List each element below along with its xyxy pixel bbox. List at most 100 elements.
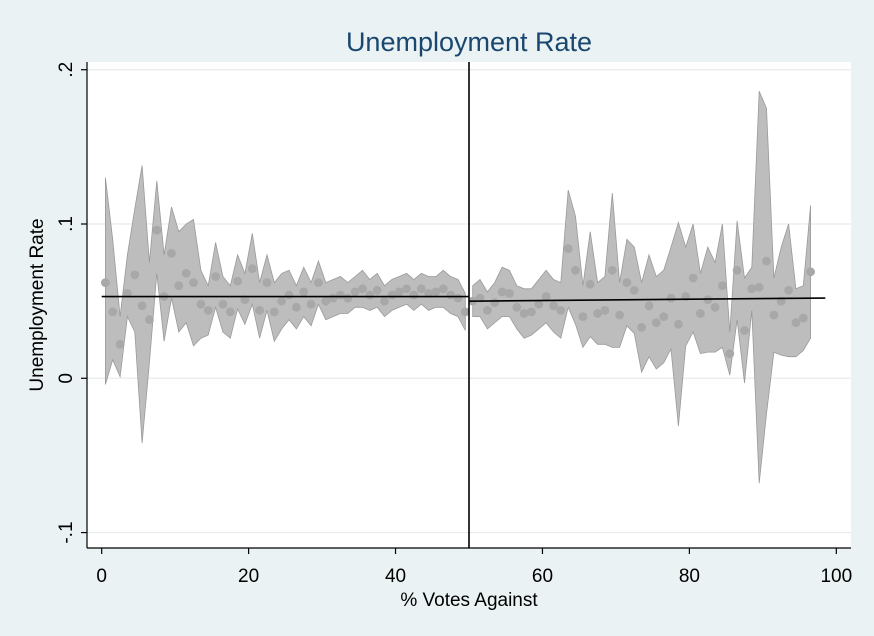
data-point-13 (196, 299, 206, 309)
y-axis-label: Unemployment Rate (27, 218, 48, 391)
data-point-88 (747, 284, 757, 294)
data-point-62 (556, 306, 566, 315)
data-point-65 (578, 312, 588, 321)
data-point-44 (424, 289, 433, 298)
data-point-71 (622, 278, 632, 287)
data-point-6 (145, 315, 154, 325)
data-point-53 (490, 298, 500, 308)
data-point-33 (343, 293, 353, 303)
data-point-91 (769, 310, 779, 320)
data-point-38 (380, 296, 389, 306)
data-point-84 (718, 281, 727, 291)
data-point-78 (674, 319, 683, 329)
x-tick-label-4: 80 (679, 566, 700, 587)
data-point-89 (754, 282, 764, 292)
data-point-26 (292, 302, 301, 312)
data-point-36 (365, 290, 375, 300)
y-tick-label-2: .1 (56, 216, 77, 232)
data-point-80 (688, 273, 698, 283)
data-point-64 (571, 265, 580, 275)
data-point-5 (137, 301, 147, 311)
data-point-56 (512, 302, 522, 312)
data-point-95 (798, 313, 808, 323)
data-point-10 (174, 281, 184, 291)
confidence-bands (105, 91, 811, 484)
data-point-16 (218, 299, 228, 309)
data-point-12 (189, 278, 198, 287)
x-tick-label-1: 20 (238, 566, 259, 587)
y-tick-label-3: .2 (56, 62, 77, 78)
data-point-70 (615, 310, 624, 320)
data-point-25 (284, 290, 294, 300)
data-point-3 (123, 289, 132, 298)
data-point-81 (696, 309, 705, 318)
data-points (101, 225, 815, 358)
data-point-45 (431, 287, 441, 297)
fit-lines (101, 295, 826, 302)
data-point-19 (240, 295, 250, 304)
data-point-42 (409, 290, 419, 300)
fit-line-right (468, 297, 826, 302)
data-point-4 (130, 270, 140, 280)
data-point-29 (314, 278, 323, 287)
data-point-2 (115, 339, 125, 349)
data-point-52 (483, 306, 492, 315)
data-point-63 (563, 244, 573, 254)
data-point-74 (644, 301, 654, 311)
data-point-55 (505, 289, 514, 298)
data-point-48 (453, 293, 463, 303)
data-point-17 (225, 307, 235, 317)
data-point-57 (519, 309, 529, 318)
confidence-band-left (105, 165, 466, 444)
x-tick-label-0: 0 (96, 566, 107, 587)
data-point-34 (350, 287, 360, 297)
data-point-0 (101, 278, 110, 287)
data-point-94 (791, 318, 801, 328)
data-point-21 (255, 306, 264, 315)
data-point-49 (460, 307, 470, 317)
data-point-60 (541, 292, 551, 301)
data-point-67 (593, 309, 602, 318)
data-point-46 (438, 284, 448, 294)
data-point-90 (762, 256, 771, 266)
data-point-85 (725, 349, 735, 358)
data-point-22 (262, 278, 272, 287)
data-point-66 (585, 279, 595, 289)
data-point-54 (497, 287, 507, 297)
data-point-35 (358, 284, 367, 294)
data-point-58 (527, 307, 536, 317)
data-point-23 (269, 307, 279, 317)
data-point-11 (181, 269, 191, 278)
data-point-14 (203, 306, 213, 315)
data-point-37 (372, 285, 382, 295)
axes: -.1 0 .1 .2 0 20 40 60 80 100 (56, 62, 852, 587)
data-point-27 (299, 287, 309, 297)
data-point-28 (306, 299, 316, 309)
data-point-72 (629, 285, 639, 295)
data-point-9 (167, 248, 176, 258)
data-point-87 (740, 326, 749, 335)
data-point-75 (651, 318, 661, 328)
data-point-18 (233, 276, 243, 286)
data-point-40 (394, 287, 404, 297)
data-point-7 (152, 225, 162, 235)
x-tick-label-5: 100 (820, 566, 852, 587)
data-point-43 (416, 284, 426, 294)
data-point-76 (659, 312, 669, 321)
data-point-93 (784, 285, 793, 295)
data-point-20 (247, 264, 257, 274)
data-point-1 (108, 307, 118, 317)
y-tick-label-1: 0 (56, 373, 77, 384)
data-point-69 (607, 265, 617, 275)
data-point-15 (211, 272, 221, 281)
x-tick-label-2: 40 (385, 566, 406, 587)
data-point-73 (637, 323, 646, 332)
chart-title: Unemployment Rate (346, 27, 592, 57)
data-point-77 (666, 293, 676, 303)
data-point-68 (600, 306, 610, 315)
x-tick-label-3: 60 (532, 566, 553, 587)
data-point-59 (534, 299, 544, 309)
y-tick-label-0: -.1 (56, 521, 77, 543)
